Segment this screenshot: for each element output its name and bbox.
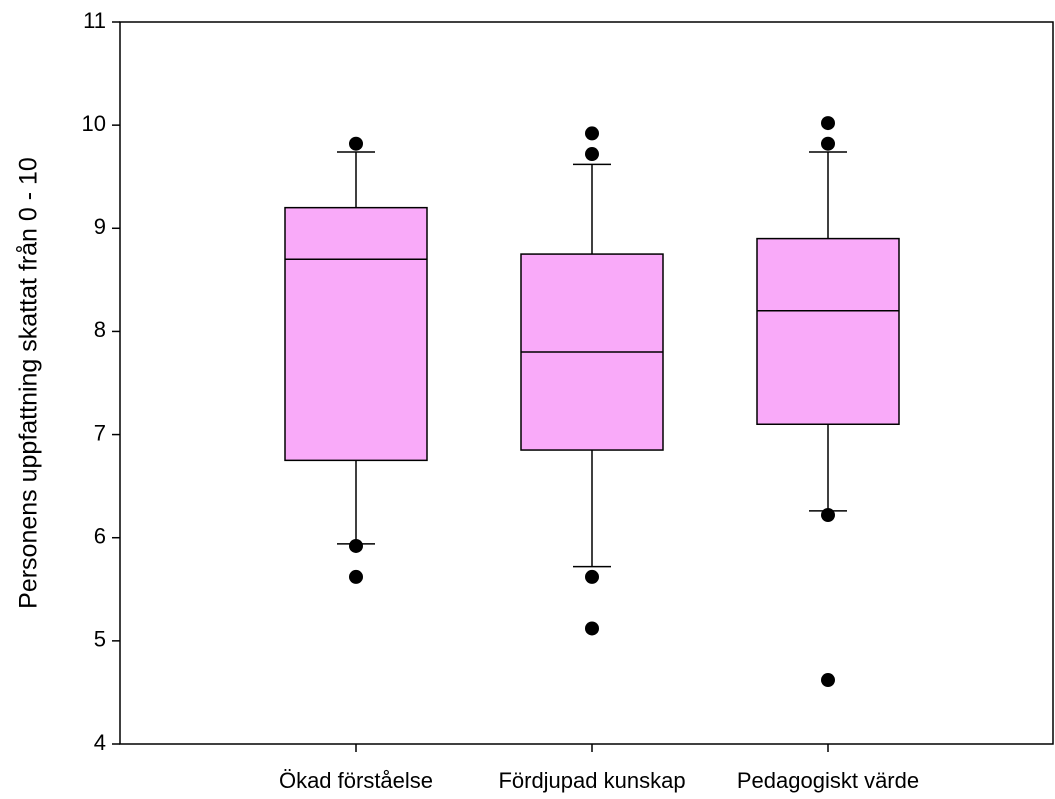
y-tick-label: 5 <box>94 627 106 652</box>
y-tick-label: 7 <box>94 420 106 445</box>
box <box>284 206 428 462</box>
outlier <box>585 621 599 636</box>
y-tick-label: 6 <box>94 524 106 549</box>
x-tick-label: Ökad förståelse <box>279 768 433 793</box>
outlier <box>821 508 835 523</box>
plot-frame <box>119 21 1054 745</box>
outlier <box>349 538 363 553</box>
outlier <box>349 569 363 584</box>
y-tick-label: 4 <box>94 730 106 755</box>
box <box>756 237 900 426</box>
outlier <box>821 673 835 688</box>
y-axis-label: Personens uppfattning skattat från 0 - 1… <box>15 157 43 609</box>
y-tick-label: 9 <box>94 214 106 239</box>
x-tick-label: Pedagogiskt värde <box>737 768 919 793</box>
y-tick-label: 10 <box>82 111 106 136</box>
outlier <box>821 136 835 151</box>
outlier <box>585 569 599 584</box>
outlier <box>349 136 363 151</box>
outlier <box>821 116 835 131</box>
outlier <box>585 147 599 162</box>
outlier <box>585 126 599 141</box>
y-tick-label: 8 <box>94 317 106 342</box>
x-tick-label: Fördjupad kunskap <box>498 768 685 793</box>
y-tick-label: 11 <box>83 8 106 33</box>
